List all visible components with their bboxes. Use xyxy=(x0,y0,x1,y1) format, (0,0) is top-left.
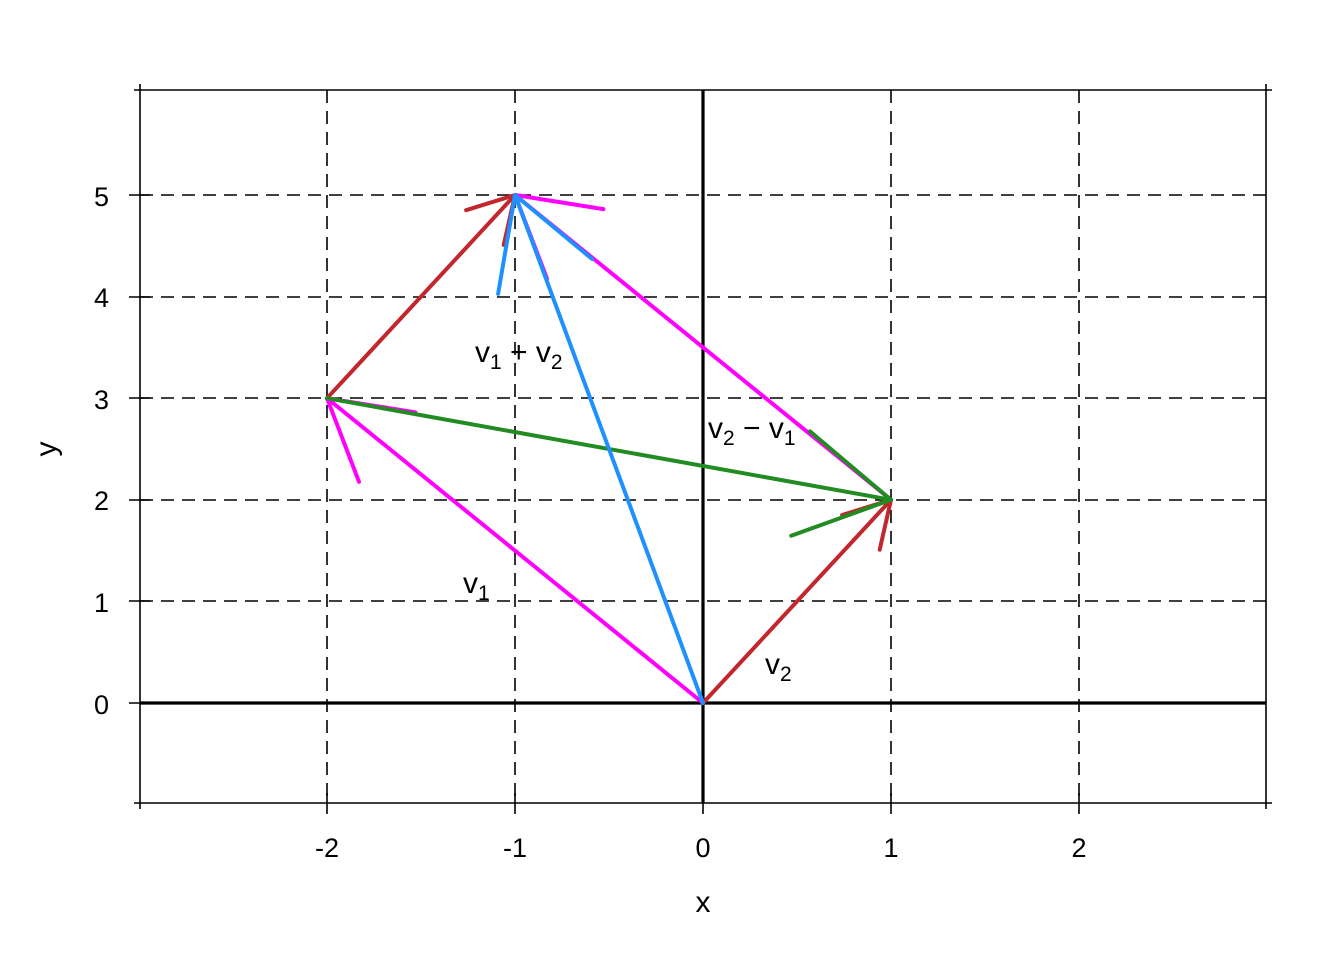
svg-text:v2 − v1: v2 − v1 xyxy=(708,412,796,450)
svg-text:-2: -2 xyxy=(315,833,339,863)
svg-text:3: 3 xyxy=(94,385,109,415)
svg-text:1: 1 xyxy=(883,833,898,863)
svg-text:5: 5 xyxy=(94,182,109,212)
svg-text:x: x xyxy=(696,886,711,919)
svg-text:2: 2 xyxy=(94,486,109,516)
svg-text:2: 2 xyxy=(1071,833,1086,863)
svg-text:0: 0 xyxy=(94,690,109,720)
svg-text:4: 4 xyxy=(94,283,109,313)
svg-text:-1: -1 xyxy=(503,833,527,863)
svg-text:y: y xyxy=(30,442,63,457)
svg-text:v1 + v2: v1 + v2 xyxy=(475,336,563,374)
svg-text:0: 0 xyxy=(695,833,710,863)
svg-text:1: 1 xyxy=(94,588,109,618)
